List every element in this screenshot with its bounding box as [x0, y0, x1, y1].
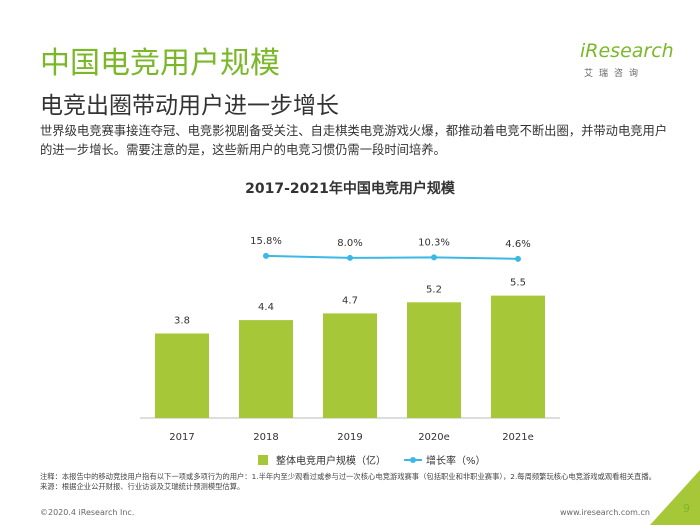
- note: 来源：根据企业公开财报、行业访谈及艾瑞统计预测模型估算。: [40, 482, 245, 491]
- line-point: [347, 254, 353, 261]
- data-label: 4.4: [258, 302, 274, 313]
- data-label: 15.8%: [250, 236, 282, 247]
- brand-cn: 艾瑞咨询: [584, 69, 645, 79]
- bar: [323, 313, 377, 418]
- bar: [155, 333, 209, 418]
- data-label: 8.0%: [337, 238, 362, 249]
- x-tick-label: 2017: [169, 432, 194, 443]
- description: 世界级电竞赛事接连夺冠、电竞影视剧备受关注、自走棋类电竞游戏火爆，都推动着电竞不…: [40, 124, 668, 157]
- line: [265, 254, 519, 260]
- line-point: [515, 255, 521, 262]
- legend-swatch: [410, 457, 416, 463]
- data-label: 5.5: [510, 278, 526, 289]
- url: www.iresearch.com.cn: [560, 508, 650, 517]
- bar: [491, 295, 545, 418]
- line-point: [431, 254, 437, 261]
- data-label: 4.7: [342, 295, 358, 306]
- corner-decoration: [650, 470, 700, 525]
- x-tick-label: 2019: [337, 432, 362, 443]
- copyright: ©2020.4 iResearch Inc.: [40, 508, 135, 517]
- bar: [407, 302, 461, 418]
- data-label: 4.6%: [505, 239, 530, 250]
- x-tick-label: 2021e: [502, 432, 534, 443]
- page-number: 9: [683, 502, 690, 515]
- x-tick-label: 2020e: [418, 432, 450, 443]
- brand-logo: iResearch: [580, 40, 674, 62]
- bar: [239, 320, 293, 418]
- data-label: 5.2: [426, 284, 442, 295]
- data-label: 10.3%: [418, 237, 450, 248]
- legend-label: 增长率（%）: [426, 454, 486, 467]
- slide-subtitle: 电竞出圈带动用户进一步增长: [40, 93, 339, 119]
- x-tick-label: 2018: [253, 432, 278, 443]
- legend-swatch: [258, 455, 268, 465]
- notes: 注释：本报告中的移动竞技用户指有以下一项或多项行为的用户：1.半年内至少观看过或…: [40, 472, 660, 492]
- chart-title: 2017-2021年中国电竞用户规模: [245, 180, 456, 197]
- note: 注释：本报告中的移动竞技用户指有以下一项或多项行为的用户：1.半年内至少观看过或…: [40, 472, 656, 481]
- line-point: [263, 252, 269, 259]
- slide-title: 中国电竞用户规模: [40, 46, 280, 81]
- legend-label: 整体电竞用户规模（亿）: [276, 454, 386, 467]
- data-label: 3.8: [174, 315, 190, 326]
